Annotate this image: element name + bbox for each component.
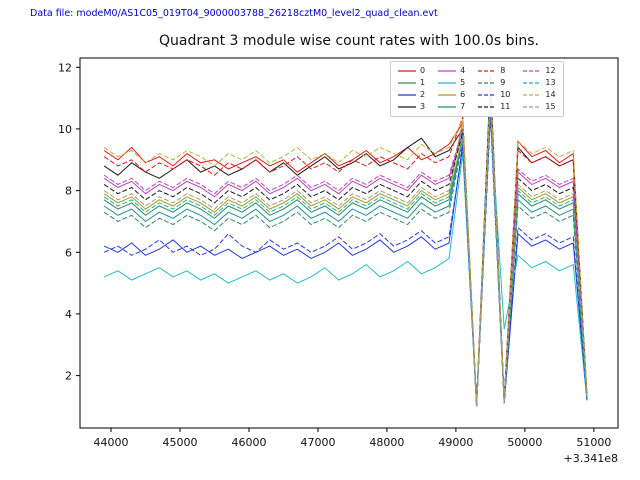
x-tick-label: 44000	[94, 436, 129, 449]
series-lines	[103, 76, 588, 407]
series-line-5	[103, 113, 588, 407]
legend-label: 10	[500, 90, 511, 99]
legend-label: 4	[460, 66, 466, 75]
data-file-label: Data file: modeM0/AS1C05_019T04_90000037…	[30, 8, 438, 19]
legend-label: 14	[545, 90, 556, 99]
legend-line-sample	[523, 70, 542, 72]
legend-label: 12	[545, 66, 556, 75]
y-tick-label: 2	[65, 370, 72, 383]
legend-line-sample	[438, 70, 457, 72]
legend-label: 9	[500, 78, 506, 87]
legend-item-8: 8	[478, 67, 510, 75]
legend-item-1: 1	[398, 79, 425, 87]
legend-line-sample	[523, 106, 542, 108]
legend-item-7: 7	[438, 103, 465, 111]
legend-item-15: 15	[523, 102, 556, 111]
legend-item-12: 12	[523, 66, 556, 75]
legend-item-4: 4	[438, 67, 465, 75]
legend-line-sample	[438, 94, 457, 96]
x-axis-offset-label: +3.341e8	[563, 452, 618, 465]
x-tick-label: 51000	[576, 436, 611, 449]
series-line-9	[103, 110, 588, 407]
legend-line-sample	[478, 70, 497, 72]
legend-label: 5	[460, 78, 466, 87]
legend-item-5: 5	[438, 79, 465, 87]
series-line-15	[103, 101, 588, 407]
x-tick-label: 48000	[369, 436, 404, 449]
legend-label: 2	[420, 90, 426, 99]
legend-item-0: 0	[398, 67, 425, 75]
legend-line-sample	[478, 94, 497, 96]
x-tick-label: 50000	[507, 436, 542, 449]
legend-label: 15	[545, 102, 556, 111]
y-tick-label: 10	[58, 123, 72, 136]
legend-item-10: 10	[478, 91, 510, 99]
y-tick-label: 8	[65, 185, 72, 198]
legend-line-sample	[523, 82, 542, 84]
legend: 0 1 2 3 4 5 6 7 8 9 10 11 12 13 14 15	[390, 61, 564, 117]
legend-line-sample	[478, 82, 497, 84]
chart-title: Quadrant 3 module wise count rates with …	[159, 33, 539, 49]
legend-line-sample	[438, 82, 457, 84]
legend-item-9: 9	[478, 79, 510, 87]
legend-label: 0	[420, 66, 426, 75]
legend-item-13: 13	[523, 78, 556, 87]
legend-label: 11	[500, 102, 511, 111]
legend-item-14: 14	[523, 90, 556, 99]
y-tick-label: 12	[58, 61, 72, 74]
legend-item-6: 6	[438, 91, 465, 99]
legend-label: 13	[545, 78, 556, 87]
x-tick-label: 45000	[163, 436, 198, 449]
y-tick-label: 4	[65, 308, 72, 321]
legend-item-11: 11	[478, 103, 510, 111]
legend-label: 1	[420, 78, 426, 87]
x-tick-label: 47000	[301, 436, 336, 449]
series-line-8	[103, 91, 588, 404]
x-tick-label: 49000	[438, 436, 473, 449]
legend-label: 7	[460, 102, 466, 111]
x-tick-label: 46000	[232, 436, 267, 449]
legend-line-sample	[398, 94, 416, 96]
legend-line-sample	[398, 82, 416, 84]
legend-line-sample	[478, 106, 497, 108]
series-line-10	[103, 116, 588, 407]
legend-line-sample	[398, 70, 416, 72]
legend-line-sample	[523, 94, 542, 96]
legend-line-sample	[398, 106, 416, 108]
series-line-14	[103, 82, 588, 404]
legend-item-3: 3	[398, 103, 425, 111]
y-tick-label: 6	[65, 246, 72, 259]
axes-frame	[79, 57, 619, 429]
legend-label: 6	[460, 90, 466, 99]
legend-item-2: 2	[398, 91, 425, 99]
legend-line-sample	[438, 106, 457, 108]
legend-label: 3	[420, 102, 426, 111]
legend-label: 8	[500, 66, 506, 75]
